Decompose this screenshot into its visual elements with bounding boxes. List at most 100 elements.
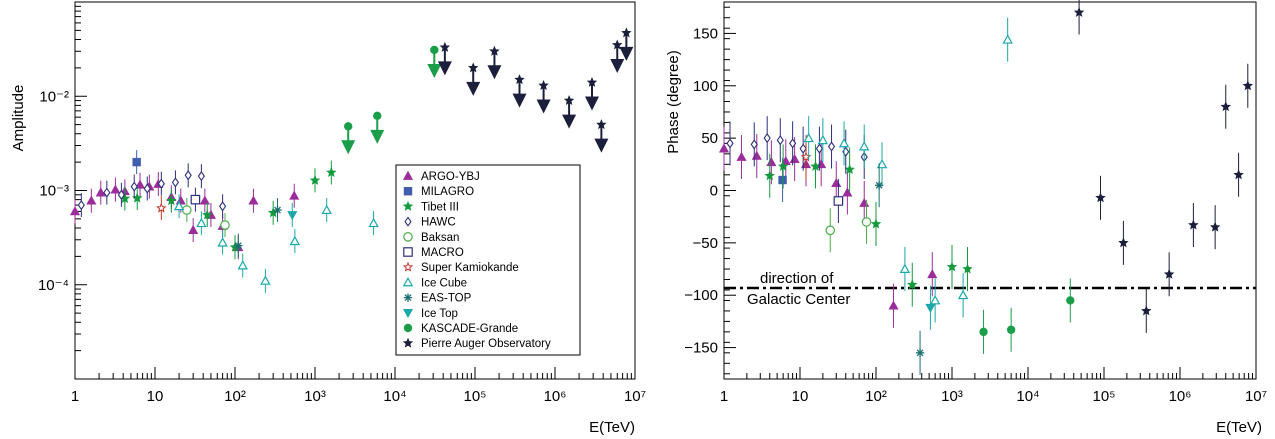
- data-point: [217, 237, 228, 247]
- legend-entry: Ice Cube: [421, 277, 467, 289]
- data-point: [77, 199, 85, 211]
- x-tick-label: 10³: [304, 388, 326, 405]
- x-tick-label: 10⁷: [1245, 388, 1267, 405]
- y-tick-label: 10⁻⁴: [38, 277, 69, 294]
- data-point: [844, 164, 855, 175]
- data-point: [825, 225, 836, 236]
- data-point: [789, 153, 800, 163]
- data-point: [766, 156, 777, 167]
- data-point: [273, 205, 282, 215]
- data-point: [817, 134, 829, 145]
- data-point: [467, 62, 479, 73]
- upper-limit-arrow: [619, 46, 634, 61]
- y-tick-label: −100: [684, 287, 718, 304]
- data-point: [248, 195, 259, 205]
- data-point: [95, 187, 106, 197]
- data-point: [736, 151, 747, 161]
- data-point: [803, 132, 814, 143]
- data-point: [368, 217, 379, 228]
- y-tick-label: −150: [684, 340, 718, 357]
- data-point: [776, 135, 784, 146]
- phase-y-label: Phase (degree): [665, 50, 682, 153]
- x-tick-label: 10⁷: [624, 388, 646, 405]
- legend-box: [395, 164, 581, 356]
- data-point: [514, 74, 525, 85]
- y-tick-label: 10⁻²: [39, 88, 69, 105]
- y-tick-label: 50: [701, 130, 718, 147]
- data-point: [171, 177, 180, 188]
- legend-marker: [403, 293, 413, 302]
- data-point: [789, 138, 797, 149]
- legend-entry: Pierre Auger Observatory: [421, 338, 551, 350]
- data-point: [197, 170, 205, 182]
- upper-limit-arrow: [341, 140, 356, 155]
- data-point: [1242, 80, 1254, 91]
- data-point: [190, 194, 201, 205]
- data-point: [1002, 34, 1013, 44]
- data-point: [827, 141, 836, 152]
- legend-marker: [403, 247, 413, 257]
- x-tick-label: 10⁵: [1093, 388, 1116, 405]
- data-point: [899, 263, 911, 274]
- phase-data-points: [718, 0, 1254, 375]
- upper-limit-arrow: [594, 138, 609, 153]
- amplitude-chart: 1 10 10² 10³ 10⁴ 10⁵ 10⁶ 10⁷ 10⁻⁴ 10⁻³ 10⁻² ARGO-Y…: [10, 1, 646, 436]
- data-point: [134, 179, 146, 189]
- legend-marker: [404, 216, 412, 227]
- data-point: [621, 27, 632, 38]
- x-tick-label: 10⁶: [1169, 388, 1192, 405]
- legend-marker: [402, 276, 414, 287]
- data-point: [838, 137, 850, 148]
- x-tick-label: 10²: [865, 388, 887, 405]
- data-point: [69, 206, 81, 216]
- data-point: [117, 189, 125, 200]
- data-point: [1233, 169, 1244, 180]
- data-point: [1163, 268, 1175, 279]
- data-point: [173, 200, 185, 211]
- data-point: [810, 160, 821, 171]
- data-point: [861, 217, 872, 227]
- legend-entry: Ice Top: [421, 308, 458, 320]
- amplitude-y-label: Amplitude: [10, 85, 27, 152]
- amplitude-x-label: E(TeV): [589, 419, 635, 436]
- phase-axis-ticks: 1 10 10² 10³ 10⁴ 10⁵ 10⁶ 10⁷ −150 −100 −50 0 50 100 15…: [684, 6, 1267, 405]
- data-point: [218, 201, 227, 212]
- data-point: [289, 235, 301, 246]
- data-point: [859, 141, 870, 151]
- y-tick-label: 0: [710, 183, 718, 200]
- data-point: [430, 45, 439, 55]
- amplitude-axis-ticks: 1 10 10² 10³ 10⁴ 10⁵ 10⁶ 10⁷ 10⁻⁴ 10⁻³ 10⁻²: [38, 5, 646, 405]
- legend-entry: MILAGRO: [421, 186, 474, 198]
- data-point: [489, 45, 500, 56]
- data-point: [199, 195, 210, 205]
- data-point: [289, 190, 300, 200]
- data-point: [175, 195, 186, 205]
- legend-marker: [402, 308, 414, 319]
- legend-entry: Tibet III: [421, 201, 459, 213]
- legend-marker: [402, 200, 414, 211]
- data-point: [777, 160, 789, 171]
- data-point: [815, 143, 824, 154]
- legend-entry: HAWC: [421, 217, 456, 229]
- data-point: [799, 143, 807, 154]
- data-point: [750, 139, 758, 150]
- upper-limit-arrow: [427, 63, 442, 78]
- legend-entry: KASCADE-Grande: [421, 323, 518, 335]
- legend-marker: [402, 261, 414, 272]
- data-point: [343, 122, 353, 131]
- legend: ARGO-YBJ MILAGRO Tibet III HAWC Baksan MACRO S…: [395, 164, 581, 356]
- y-tick-label: 10⁻³: [39, 183, 69, 200]
- upper-limit-arrow: [610, 58, 625, 73]
- x-tick-label: 10⁴: [1016, 388, 1039, 405]
- x-tick-label: 1: [720, 388, 728, 405]
- data-point: [1073, 6, 1085, 17]
- amplitude-data-points: [69, 27, 634, 293]
- data-point: [220, 220, 230, 230]
- data-point: [326, 167, 337, 178]
- x-tick-label: 10⁴: [383, 388, 406, 405]
- data-point: [1006, 325, 1016, 334]
- data-point: [166, 195, 177, 206]
- upper-limit-arrow: [487, 65, 502, 80]
- phase-plot-frame: [723, 1, 1257, 380]
- upper-limit-arrow: [466, 81, 481, 96]
